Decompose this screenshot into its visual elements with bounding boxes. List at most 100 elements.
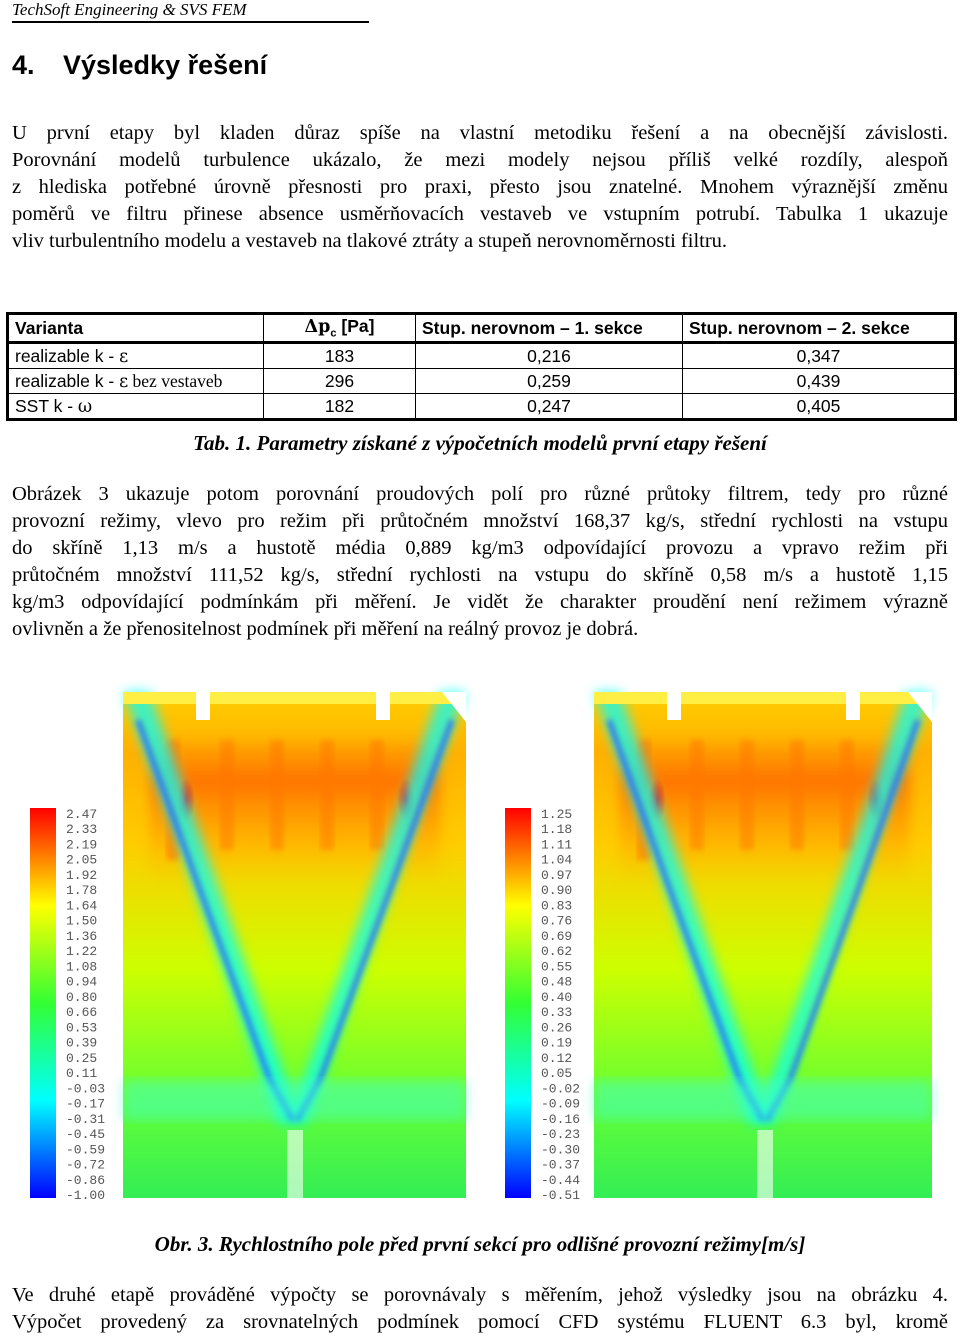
- text-line: U první etapy byl kladen důraz spíše na …: [12, 122, 948, 144]
- results-table: Varianta Δpc [Pa] Stup. nerovnom – 1. se…: [6, 312, 957, 421]
- legend-tick-label: 0.25: [66, 1051, 97, 1066]
- legend-tick-label: -0.31: [66, 1112, 105, 1127]
- paragraph-intro: U první etapy byl kladen důraz spíše na …: [12, 120, 948, 255]
- cell-variant: realizable k - ε bez vestaveb: [7, 368, 264, 394]
- legend-tick-label: 2.33: [66, 822, 97, 837]
- legend-tick-label: 0.80: [66, 990, 97, 1005]
- paragraph-comparison: Obrázek 3 ukazuje potom porovnání proudo…: [12, 481, 948, 643]
- legend-tick-label: 2.19: [66, 837, 97, 852]
- legend-tick-label: 1.04: [541, 853, 572, 868]
- text-line: vliv turbulentního modelu a vestaveb na …: [12, 230, 728, 252]
- legend-tick-label: -0.37: [541, 1158, 580, 1173]
- legend-tick-label: 0.94: [66, 975, 97, 990]
- legend-tick-label: 1.64: [66, 898, 97, 913]
- figure-caption: Obr. 3. Rychlostního pole před první sek…: [154, 1232, 806, 1256]
- velocity-field-figure: 2.472.332.192.051.921.781.641.501.361.22…: [30, 692, 932, 1203]
- section-title: Výsledky řešení: [63, 50, 268, 80]
- legend-tick-label: -0.51: [541, 1188, 580, 1203]
- running-head: TechSoft Engineering & SVS FEM: [12, 0, 247, 19]
- cell-variant: realizable k - ε: [7, 342, 264, 369]
- legend-tick-label: 0.69: [541, 929, 572, 944]
- legend-tick-label: 2.47: [66, 807, 97, 822]
- legend-tick-label: 1.22: [66, 944, 97, 959]
- legend-tick-label: 0.11: [66, 1066, 97, 1081]
- left-velocity-plot: [123, 692, 466, 1198]
- text-line: Porovnání modelů turbulence ukázalo, že …: [12, 149, 948, 171]
- table-header-row: Varianta Δpc [Pa] Stup. nerovnom – 1. se…: [7, 313, 956, 344]
- legend-tick-label: -0.30: [541, 1142, 580, 1157]
- legend-tick-label: 0.62: [541, 944, 572, 959]
- text-line: ovlivněn a že přenositelnost podmínek př…: [12, 618, 639, 640]
- header-section-2: Stup. nerovnom – 2. sekce: [682, 313, 956, 344]
- legend-tick-label: 0.53: [66, 1020, 97, 1035]
- legend-tick-label: 0.39: [66, 1036, 97, 1051]
- legend-tick-label: 0.19: [541, 1036, 572, 1051]
- table-row: realizable k - ε bez vestaveb 296 0,259 …: [7, 368, 956, 394]
- legend-tick-label: 0.83: [541, 898, 572, 913]
- text-line: průtočném množství 111,52 kg/s, střední …: [12, 564, 948, 586]
- right-color-legend: 1.251.181.111.040.970.900.830.760.690.62…: [505, 807, 580, 1203]
- cell-variant: SST k - ω: [7, 393, 264, 420]
- legend-tick-label: -0.59: [66, 1142, 105, 1157]
- legend-tick-label: 1.25: [541, 807, 572, 822]
- legend-tick-label: 0.33: [541, 1005, 572, 1020]
- text-line: provozní režimy, vlevo pro režim při prů…: [12, 510, 948, 532]
- legend-tick-label: 0.05: [541, 1066, 572, 1081]
- legend-tick-label: 1.92: [66, 868, 97, 883]
- section-heading: 4. Výsledky řešení: [12, 50, 267, 81]
- text-line: poměrů ve filtru přinese absence usměrňo…: [12, 203, 948, 225]
- right-velocity-plot: [594, 692, 932, 1198]
- table-row: SST k - ω 182 0,247 0,405: [7, 393, 956, 420]
- legend-tick-label: 0.76: [541, 914, 572, 929]
- legend-tick-label: 0.55: [541, 959, 572, 974]
- legend-tick-label: 0.48: [541, 975, 572, 990]
- legend-tick-label: -0.45: [66, 1127, 105, 1142]
- cell-dp: 183: [263, 342, 416, 369]
- table-row: realizable k - ε 183 0,216 0,347: [7, 342, 956, 369]
- legend-tick-label: 1.11: [541, 837, 572, 852]
- legend-tick-label: 0.90: [541, 883, 572, 898]
- text-line: kg/m3 odpovídající podmínkám při měření.…: [12, 591, 948, 613]
- legend-tick-label: 0.97: [541, 868, 572, 883]
- legend-tick-label: -0.44: [541, 1173, 580, 1188]
- legend-tick-label: 2.05: [66, 853, 97, 868]
- legend-tick-label: 0.26: [541, 1020, 572, 1035]
- legend-tick-label: 0.66: [66, 1005, 97, 1020]
- text-line: do skříně 1,13 m/s a hustotě média 0,889…: [12, 537, 948, 559]
- legend-tick-label: -1.00: [66, 1188, 105, 1203]
- text-line: z hlediska potřebné úrovně přesnosti pro…: [12, 176, 948, 198]
- legend-tick-label: 1.78: [66, 883, 97, 898]
- cell-s2: 0,405: [682, 393, 956, 420]
- legend-tick-label: 1.08: [66, 959, 97, 974]
- cell-s2: 0,439: [682, 368, 956, 394]
- legend-tick-label: -0.72: [66, 1158, 105, 1173]
- header-rule: [12, 21, 369, 23]
- text-line: Výpočet provedený za srovnatelných podmí…: [12, 1311, 948, 1333]
- legend-tick-label: -0.02: [541, 1081, 580, 1096]
- legend-tick-label: 1.18: [541, 822, 572, 837]
- cell-s2: 0,347: [682, 342, 956, 369]
- header-section-1: Stup. nerovnom – 1. sekce: [415, 313, 683, 344]
- header-pressure-loss: Δpc [Pa]: [263, 313, 416, 344]
- legend-tick-label: -0.16: [541, 1112, 580, 1127]
- legend-tick-label: -0.86: [66, 1173, 105, 1188]
- paragraph-second-stage: Ve druhé etapě prováděné výpočty se poro…: [12, 1282, 948, 1336]
- legend-tick-label: -0.23: [541, 1127, 580, 1142]
- left-color-legend: 2.472.332.192.051.921.781.641.501.361.22…: [30, 807, 105, 1203]
- legend-tick-label: 0.40: [541, 990, 572, 1005]
- table-caption: Tab. 1. Parametry získané z výpočetních …: [193, 431, 767, 455]
- legend-tick-label: 1.50: [66, 914, 97, 929]
- legend-tick-label: 0.12: [541, 1051, 572, 1066]
- cell-s1: 0,216: [415, 342, 683, 369]
- header-variant: Varianta: [7, 313, 264, 344]
- cell-dp: 182: [263, 393, 416, 420]
- text-line: Ve druhé etapě prováděné výpočty se poro…: [12, 1284, 948, 1306]
- legend-tick-label: 1.36: [66, 929, 97, 944]
- legend-tick-label: -0.03: [66, 1081, 105, 1096]
- cell-s1: 0,247: [415, 393, 683, 420]
- cell-dp: 296: [263, 368, 416, 394]
- text-line: Obrázek 3 ukazuje potom porovnání proudo…: [12, 483, 948, 505]
- cell-s1: 0,259: [415, 368, 683, 394]
- legend-tick-label: -0.09: [541, 1097, 580, 1112]
- legend-tick-label: -0.17: [66, 1097, 105, 1112]
